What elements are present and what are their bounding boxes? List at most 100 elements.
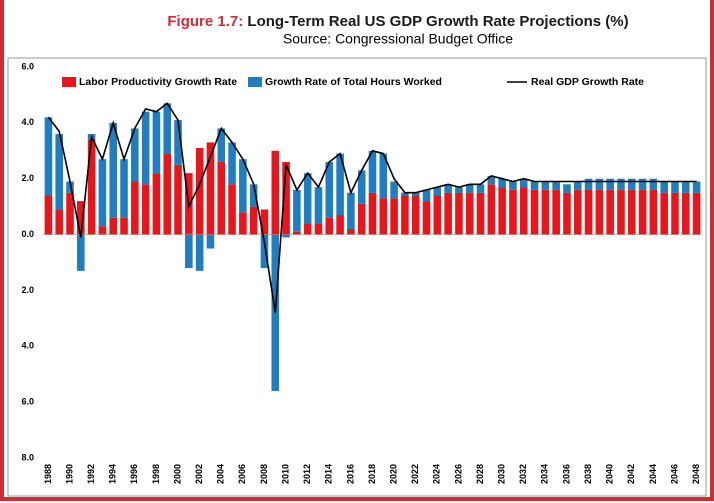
bar (606, 189, 614, 235)
bar (249, 206, 258, 235)
y-tick-label: 4.0 (21, 117, 34, 127)
bar (444, 192, 452, 235)
x-tick-label: 2034 (540, 464, 550, 484)
bar (55, 134, 63, 210)
bar (260, 234, 269, 269)
bar (433, 195, 442, 235)
bar (174, 120, 182, 165)
x-tick-label: 2016 (345, 464, 355, 484)
line (47, 102, 697, 313)
bar (627, 178, 636, 190)
bar (77, 234, 85, 271)
bar (638, 189, 647, 235)
bar (66, 192, 74, 235)
title-text: Long-Term Real US GDP Growth Rate Projec… (247, 13, 628, 30)
bar (519, 187, 528, 235)
legend-label: Growth Rate of Total Hours Worked (265, 76, 442, 88)
x-tick-label: 2036 (561, 464, 571, 484)
y-tick-label: 2.0 (21, 285, 34, 295)
bar (541, 181, 550, 190)
bar (411, 192, 420, 196)
bar (357, 203, 366, 235)
bar (303, 173, 312, 224)
bar (401, 195, 409, 235)
bar (509, 189, 517, 235)
legend-label: Labor Productivity Growth Rate (79, 76, 237, 88)
bar (584, 189, 593, 235)
bar (98, 159, 107, 227)
bar (692, 181, 701, 193)
x-tick-label: 2048 (691, 464, 701, 484)
bar (109, 217, 118, 235)
bar (465, 192, 474, 235)
x-tick-label: 2032 (518, 464, 528, 484)
bar (336, 153, 344, 216)
y-tick-label: 4.0 (21, 341, 34, 351)
bar (347, 228, 355, 235)
x-tick-label: 2000 (172, 464, 182, 484)
x-tick-label: 2012 (302, 464, 312, 484)
bar (617, 189, 625, 235)
bar (649, 189, 658, 235)
bar (282, 234, 290, 238)
bar (282, 161, 290, 235)
bar (260, 209, 269, 235)
bar (55, 209, 63, 235)
bar (476, 192, 485, 235)
bar (131, 128, 139, 182)
x-tick-label: 2018 (367, 464, 377, 484)
bar (347, 192, 355, 229)
bar (217, 161, 226, 235)
x-tick-label: 2004 (216, 464, 226, 484)
x-tick-label: 2020 (388, 464, 398, 484)
x-tick-label: 2038 (583, 464, 593, 484)
bar (638, 178, 647, 190)
bar (552, 181, 560, 190)
bar (271, 150, 280, 235)
plot-frame (7, 57, 707, 497)
x-tick-label: 1998 (151, 464, 161, 484)
bar (563, 192, 571, 235)
bar (552, 189, 560, 235)
bar (595, 189, 604, 235)
bar (422, 201, 431, 235)
x-tick-label: 1990 (64, 464, 74, 484)
x-tick-label: 2044 (648, 464, 658, 484)
bar (239, 212, 247, 235)
x-tick-label: 2006 (237, 464, 247, 484)
bar (152, 173, 161, 235)
bar (433, 187, 442, 196)
bar (671, 181, 679, 193)
bar (195, 234, 204, 271)
bar (336, 215, 344, 235)
bar (314, 187, 323, 224)
bar (141, 184, 150, 235)
bar (120, 217, 128, 235)
bar (487, 184, 496, 235)
bar (131, 181, 139, 235)
bar (519, 178, 528, 188)
x-tick-label: 2008 (259, 464, 269, 484)
bar (206, 234, 215, 249)
bar (692, 192, 701, 235)
bar (293, 189, 301, 232)
y-tick-label: 0.0 (21, 229, 34, 239)
x-tick-label: 2022 (410, 464, 420, 484)
x-tick-label: 2010 (280, 464, 290, 484)
bar (422, 189, 431, 202)
x-tick-label: 2002 (194, 464, 204, 484)
bar (682, 192, 690, 235)
x-tick-label: 2026 (453, 464, 463, 484)
figure-label: Figure 1.7: (167, 13, 243, 30)
bar (217, 128, 226, 162)
bar (390, 198, 398, 235)
bar (44, 117, 53, 196)
bar (44, 195, 53, 235)
bar (141, 111, 150, 185)
x-tick-label: 1992 (86, 464, 96, 484)
bar (195, 147, 204, 235)
bar (390, 181, 398, 199)
bar (465, 184, 474, 193)
bar (455, 187, 463, 193)
